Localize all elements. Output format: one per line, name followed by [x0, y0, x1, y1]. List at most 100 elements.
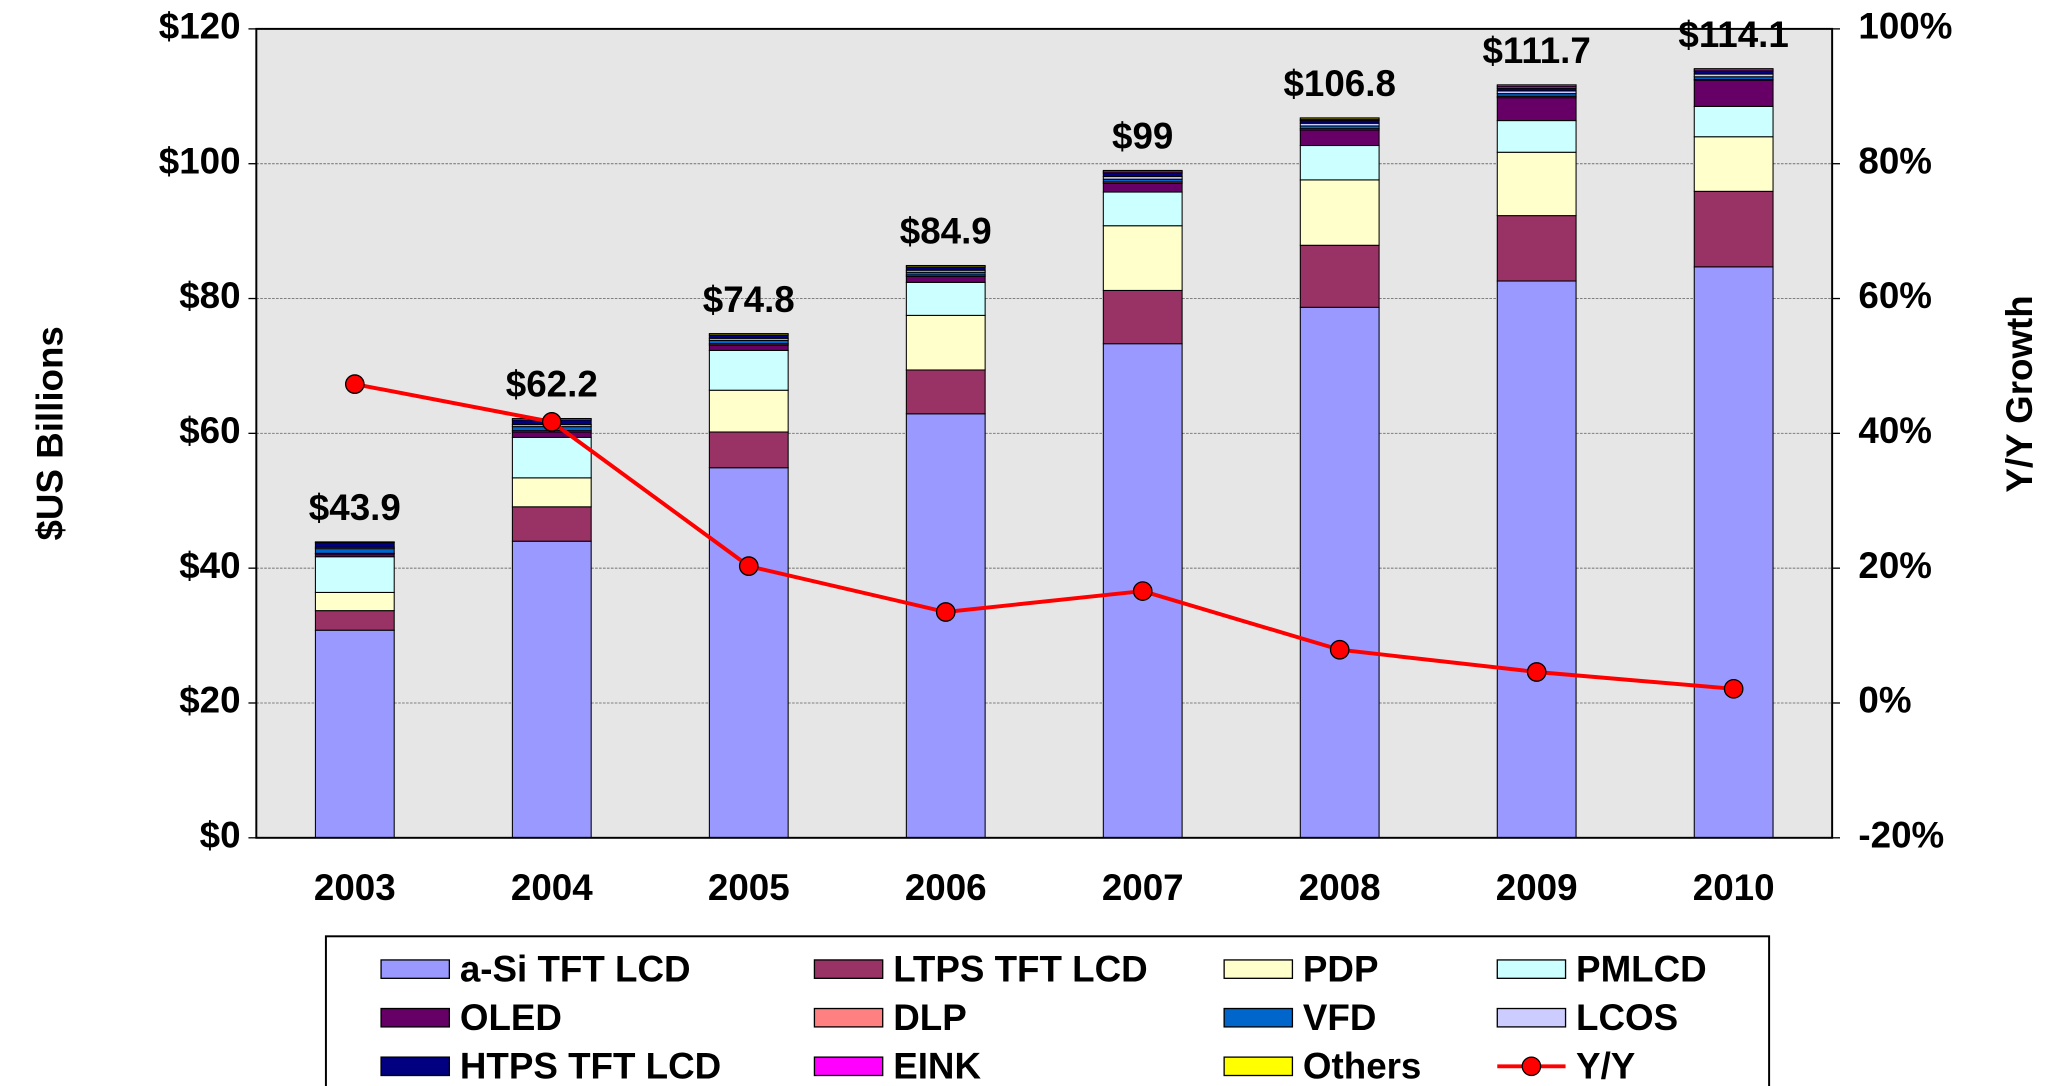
y-tick-label: $120	[159, 6, 241, 47]
legend-label: HTPS TFT LCD	[460, 1046, 721, 1086]
line	[354, 382, 1734, 691]
legend-swatch	[1496, 959, 1567, 979]
legend-label: PMLCD	[1576, 948, 1707, 989]
bar-segment	[314, 541, 395, 544]
x-tick-label: 2007	[1102, 867, 1184, 908]
total-label: $43.9	[309, 487, 401, 528]
bar-segment	[1299, 244, 1380, 308]
line-marker	[738, 556, 759, 576]
legend-swatch	[813, 959, 884, 979]
bar-segment	[1102, 225, 1183, 291]
legend-swatch	[1496, 1007, 1567, 1028]
legend-label: EINK	[893, 1046, 981, 1086]
legend-swatch	[380, 1007, 451, 1028]
legend-label: Others	[1303, 1046, 1421, 1086]
y2-tick-label: 20%	[1858, 545, 1932, 586]
line-marker	[1132, 581, 1153, 601]
legend-label: a-Si TFT LCD	[460, 948, 691, 989]
total-label: $99	[1112, 116, 1173, 157]
total-label: $114.1	[1678, 14, 1788, 55]
bar-segment	[708, 467, 789, 839]
legend-swatch	[1223, 1056, 1294, 1077]
bar-segment	[708, 349, 789, 391]
bar-segment	[1299, 144, 1380, 181]
y-tick-label: $20	[179, 680, 240, 721]
y-tick-label: $80	[179, 275, 240, 316]
legend-label: VFD	[1303, 997, 1377, 1038]
bar-segment	[1496, 97, 1577, 122]
legend-label: OLED	[460, 997, 562, 1038]
x-tick-label: 2009	[1496, 867, 1578, 908]
bar-segment	[314, 629, 395, 839]
y2-tick-label: -20%	[1858, 815, 1944, 856]
bar-segment	[1299, 129, 1380, 147]
legend-label: Y/Y	[1576, 1046, 1635, 1086]
bar-segment	[1693, 266, 1774, 839]
bar-segment	[1496, 151, 1577, 217]
bar-segment	[905, 314, 986, 371]
x-tick-label: 2004	[511, 867, 593, 908]
y2-tick-label: 60%	[1858, 275, 1932, 316]
y2-axis-title: Y/Y Growth	[1999, 295, 2040, 492]
bar-segment	[314, 556, 395, 593]
bar-segment	[1102, 182, 1183, 193]
y-tick-label: $60	[179, 410, 240, 451]
x-tick-label: 2006	[905, 867, 987, 908]
line-marker	[935, 602, 956, 622]
bar-segment	[1496, 120, 1577, 153]
x-tick-label: 2010	[1693, 867, 1775, 908]
legend-swatch	[1521, 1056, 1542, 1077]
bar-segment	[511, 436, 592, 479]
total-label: $111.7	[1482, 30, 1590, 71]
legend-swatch	[380, 1056, 451, 1077]
y-axis-title: $US Billions	[29, 326, 70, 540]
legend-swatch	[813, 1056, 884, 1077]
bar-segment	[1102, 169, 1183, 173]
bar-segment	[905, 275, 986, 283]
bar-segment	[708, 431, 789, 469]
bar-segment	[708, 333, 789, 336]
legend-swatch	[1223, 959, 1294, 979]
line-marker	[1526, 662, 1547, 682]
bar-segment	[1693, 105, 1774, 138]
bar-segment	[1299, 306, 1380, 839]
bar-segment	[1102, 289, 1183, 345]
legend-label: LCOS	[1576, 997, 1678, 1038]
y-tick-label: $100	[159, 140, 241, 181]
bar-segment	[1693, 136, 1774, 192]
bar-segment	[314, 542, 395, 548]
line-marker	[344, 374, 365, 394]
legend-label: PDP	[1303, 948, 1379, 989]
bar-segment	[905, 281, 986, 316]
bar-segment	[511, 431, 592, 438]
total-label: $84.9	[900, 211, 992, 252]
bar-segment	[511, 540, 592, 839]
total-label: $62.2	[506, 364, 598, 405]
legend-swatch	[380, 959, 451, 979]
bar-segment	[905, 369, 986, 415]
bar-segment	[314, 591, 395, 612]
y2-tick-label: 40%	[1858, 410, 1932, 451]
bar-segment	[1299, 117, 1380, 120]
line-marker	[1723, 678, 1744, 699]
y2-tick-label: 0%	[1858, 680, 1911, 721]
bar-segment	[708, 344, 789, 351]
legend-swatch	[813, 1007, 884, 1028]
bar-segment	[1496, 215, 1577, 282]
bar-segment	[1299, 179, 1380, 246]
bar-segment	[511, 477, 592, 508]
bar-segment	[905, 413, 986, 839]
total-label: $74.8	[703, 279, 795, 320]
bar-segment	[905, 264, 986, 268]
legend-label: DLP	[893, 997, 967, 1038]
bar-segment	[1693, 190, 1774, 268]
bar-segment	[314, 610, 395, 631]
bar-segment	[1693, 79, 1774, 107]
y2-tick-label: 80%	[1858, 140, 1932, 181]
legend-swatch	[1223, 1007, 1294, 1028]
y-tick-label: $0	[200, 815, 241, 856]
bar-segment	[1693, 68, 1774, 71]
bar-segment	[1496, 84, 1577, 87]
line-marker	[1329, 639, 1350, 660]
